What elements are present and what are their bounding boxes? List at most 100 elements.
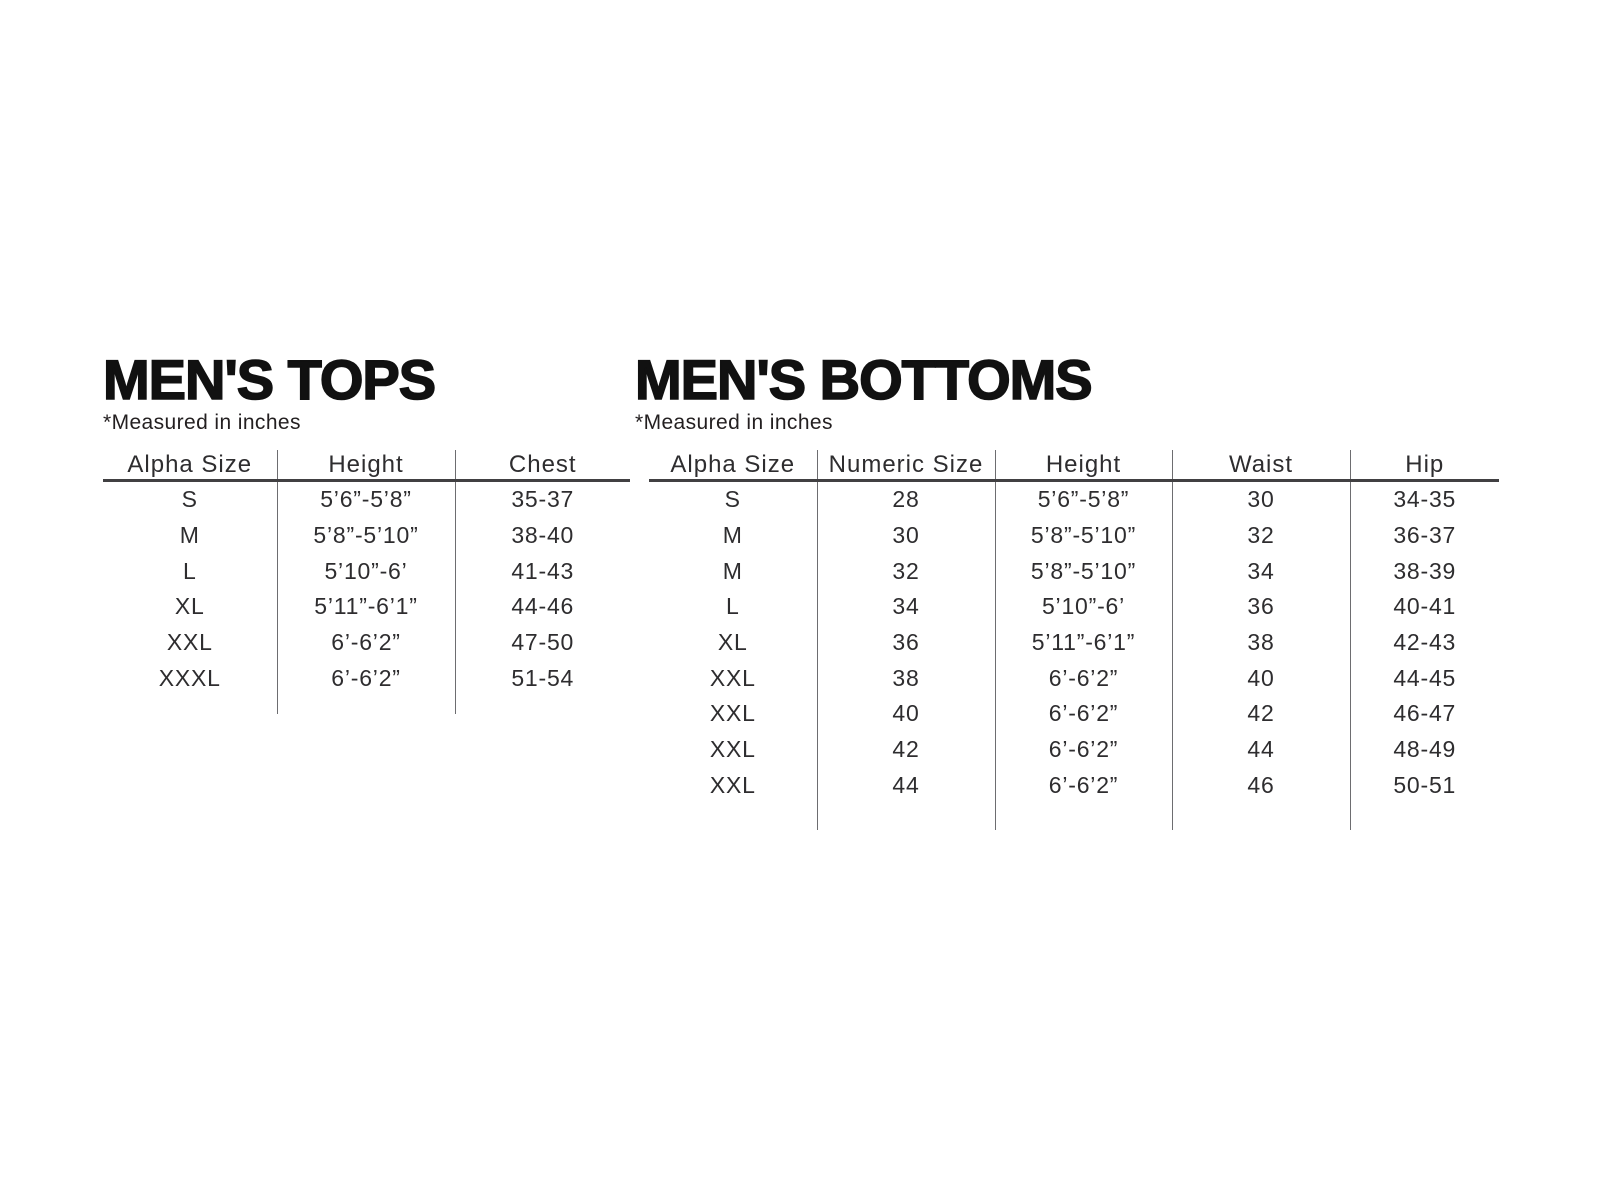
table-row: XXXL 6’-6’2” 51-54	[103, 660, 630, 697]
spacer-cell	[103, 696, 277, 714]
table-row: XXL 40 6’-6’2” 42 46-47	[649, 696, 1499, 732]
bottoms-size-table: Alpha Size Numeric Size Height Waist Hip S 28 5…	[649, 450, 1499, 831]
cell-waist: 44	[1171, 731, 1350, 768]
table-row: XXL 44 6’-6’2” 46 50-51	[649, 767, 1499, 804]
tops-size-table: Alpha Size Height Chest S 5’6”-5’8” 35-37 M 5’8…	[103, 450, 630, 715]
cell-alpha-size: S	[724, 486, 741, 513]
cell-numeric-size: 30	[816, 517, 995, 554]
cell-chest: 35-37	[454, 480, 630, 518]
cell-alpha-size: L	[725, 593, 740, 620]
cell-alpha-size: XL	[174, 593, 205, 620]
bottoms-title: MEN'S BOTTOMS	[634, 348, 1093, 411]
cell-waist: 46	[1171, 767, 1350, 804]
tops-section-header: MEN'S TOPS *Measured in inches	[102, 348, 437, 435]
cell-alpha-size: M	[179, 522, 200, 549]
cell-alpha-size: XXL	[709, 771, 756, 798]
column-header-height: Height	[276, 450, 455, 482]
table-row: M 5’8”-5’10” 38-40	[103, 517, 630, 554]
cell-chest: 38-40	[454, 517, 630, 554]
cell-height: 5’10”-6’	[994, 589, 1172, 625]
column-header-chest: Chest	[454, 450, 630, 482]
cell-hip: 42-43	[1349, 624, 1499, 661]
cell-chest: 51-54	[454, 660, 630, 697]
column-header-numeric-size: Numeric Size	[816, 450, 995, 482]
table-row: L 5’10”-6’ 41-43	[103, 553, 630, 590]
header-row: Alpha Size Height Chest	[103, 450, 630, 482]
cell-height: 6’-6’2”	[994, 731, 1172, 768]
cell-hip: 34-35	[1349, 480, 1499, 518]
cell-height: 5’8”-5’10”	[994, 517, 1172, 554]
cell-alpha-size: S	[181, 486, 198, 513]
table-row: XXL 6’-6’2” 47-50	[103, 624, 630, 661]
column-header-alpha-size: Alpha Size	[103, 450, 277, 482]
table-row: S 5’6”-5’8” 35-37	[103, 480, 630, 518]
spacer-cell	[816, 803, 995, 831]
cell-numeric-size: 34	[816, 589, 995, 625]
cell-waist: 42	[1171, 696, 1350, 732]
cell-alpha-size: XXL	[166, 629, 213, 656]
table-row: S 28 5’6”-5’8” 30 34-35	[649, 480, 1499, 518]
cell-numeric-size: 36	[816, 624, 995, 661]
cell-height: 6’-6’2”	[994, 767, 1172, 804]
cell-waist: 30	[1171, 480, 1350, 518]
spacer-cell	[454, 696, 630, 715]
cell-numeric-size: 38	[816, 660, 995, 697]
cell-chest: 41-43	[454, 553, 630, 590]
cell-height: 6’-6’2”	[994, 660, 1172, 697]
cell-height: 5’6”-5’8”	[276, 480, 455, 518]
table-row: XXL 38 6’-6’2” 40 44-45	[649, 660, 1499, 697]
cell-height: 6’-6’2”	[276, 624, 455, 661]
cell-alpha-size: L	[182, 557, 197, 584]
cell-height: 5’10”-6’	[276, 553, 455, 590]
header-row: Alpha Size Numeric Size Height Waist Hip	[649, 450, 1499, 482]
cell-waist: 36	[1171, 589, 1350, 625]
cell-alpha-size: XXXL	[158, 664, 221, 691]
cell-height: 5’6”-5’8”	[994, 480, 1172, 518]
cell-waist: 32	[1171, 517, 1350, 554]
cell-numeric-size: 44	[816, 767, 995, 804]
cell-alpha-size: M	[722, 522, 743, 549]
cell-hip: 44-45	[1349, 660, 1499, 697]
cell-waist: 34	[1171, 553, 1350, 590]
cell-hip: 40-41	[1349, 589, 1499, 625]
cell-alpha-size: XXL	[709, 736, 756, 763]
cell-hip: 46-47	[1349, 696, 1499, 732]
cell-hip: 36-37	[1349, 517, 1499, 554]
table-row: M 32 5’8”-5’10” 34 38-39	[649, 553, 1499, 590]
cell-alpha-size: M	[722, 557, 743, 584]
cell-numeric-size: 42	[816, 731, 995, 768]
column-header-waist: Waist	[1171, 450, 1350, 482]
cell-hip: 48-49	[1349, 731, 1499, 768]
spacer-cell	[1171, 803, 1350, 831]
cell-numeric-size: 40	[816, 696, 995, 732]
table-row: M 30 5’8”-5’10” 32 36-37	[649, 517, 1499, 554]
cell-alpha-size: XL	[717, 629, 748, 656]
table-row: XL 5’11”-6’1” 44-46	[103, 589, 630, 625]
cell-numeric-size: 32	[816, 553, 995, 590]
cell-height: 5’8”-5’10”	[994, 553, 1172, 590]
spacer-cell	[1349, 803, 1499, 831]
tops-title: MEN'S TOPS	[102, 348, 437, 411]
column-header-height: Height	[994, 450, 1172, 482]
cell-waist: 40	[1171, 660, 1350, 697]
table-row: XL 36 5’11”-6’1” 38 42-43	[649, 624, 1499, 661]
spacer-row	[103, 696, 630, 715]
spacer-row	[649, 803, 1499, 831]
table-row: XXL 42 6’-6’2” 44 48-49	[649, 731, 1499, 768]
cell-height: 5’11”-6’1”	[994, 624, 1172, 661]
cell-height: 6’-6’2”	[994, 696, 1172, 732]
cell-chest: 44-46	[454, 589, 630, 625]
cell-height: 6’-6’2”	[276, 660, 455, 697]
tops-measure-note: *Measured in inches	[103, 411, 301, 434]
column-header-alpha-size: Alpha Size	[649, 450, 817, 482]
cell-height: 5’11”-6’1”	[276, 589, 455, 625]
cell-hip: 38-39	[1349, 553, 1499, 590]
cell-numeric-size: 28	[816, 480, 995, 518]
cell-alpha-size: XXL	[709, 700, 756, 727]
bottoms-section-header: MEN'S BOTTOMS *Measured in inches	[634, 348, 1093, 435]
cell-chest: 47-50	[454, 624, 630, 661]
spacer-cell	[276, 696, 455, 715]
cell-hip: 50-51	[1349, 767, 1499, 804]
table-row: L 34 5’10”-6’ 36 40-41	[649, 589, 1499, 625]
